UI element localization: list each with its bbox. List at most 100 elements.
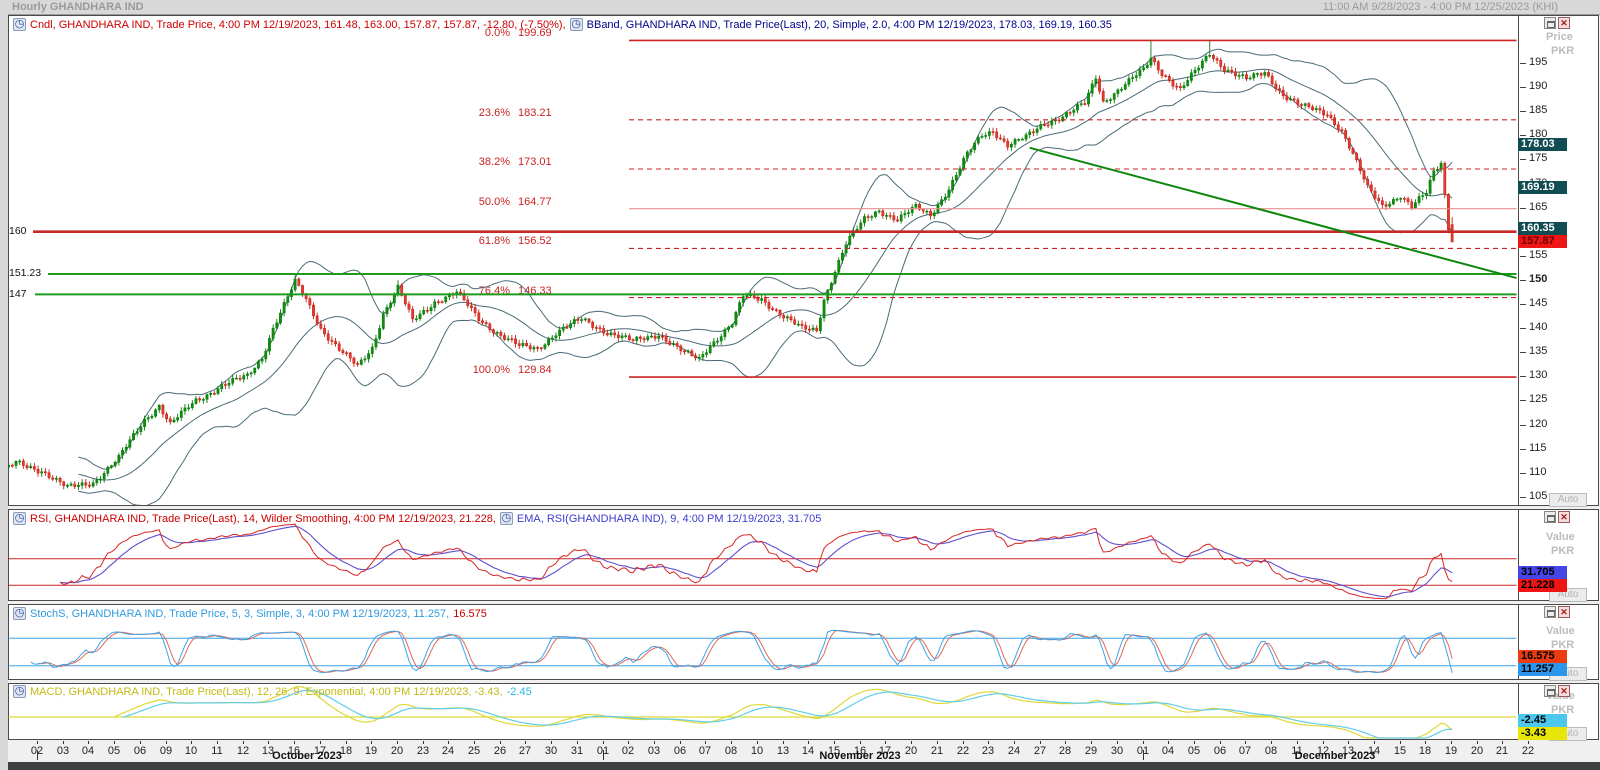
date-tick-mark	[1117, 741, 1118, 744]
restore-icon[interactable]	[1544, 606, 1556, 618]
date-tick-label: 05	[107, 745, 121, 757]
date-tick-mark	[1143, 741, 1144, 744]
bband-study-label[interactable]: BBand, GHANDHARA IND, Trade Price(Last),…	[586, 18, 1112, 31]
date-tick-mark	[1297, 741, 1298, 744]
date-tick-mark	[371, 741, 372, 744]
date-tick-label: 06	[133, 745, 147, 757]
macd-study-label[interactable]: MACD, GHANDHARA IND, Trade Price(Last), …	[30, 685, 503, 698]
clock-icon: ◷	[499, 512, 513, 525]
date-tick-label: 11	[211, 745, 223, 757]
date-tick-mark	[1220, 741, 1221, 744]
date-tick-label: 30	[1110, 745, 1124, 757]
date-tick-mark	[1194, 741, 1195, 744]
rsi-axis-unit: PKR	[1551, 545, 1575, 557]
close-icon[interactable]: ✕	[1558, 17, 1570, 29]
date-tick-mark	[1168, 741, 1169, 744]
date-tick-mark	[346, 741, 347, 744]
rsi-study-label[interactable]: RSI, GHANDHARA IND, Trade Price(Last), 1…	[30, 512, 496, 525]
date-tick-label: 22	[956, 745, 970, 757]
month-label: November 2023	[819, 750, 901, 762]
date-tick-label: 12	[236, 745, 250, 757]
date-tick-label: 17	[313, 745, 327, 757]
date-tick-label: 10	[184, 745, 198, 757]
date-tick-label: 19	[1444, 745, 1458, 757]
date-tick-label: 03	[647, 745, 661, 757]
macd-auto-scale-button[interactable]: Auto	[1549, 727, 1587, 741]
date-tick-label: 17	[878, 745, 892, 757]
date-tick-mark	[320, 741, 321, 744]
date-tick-mark	[551, 741, 552, 744]
restore-icon[interactable]	[1544, 17, 1556, 29]
date-tick-mark	[448, 741, 449, 744]
date-tick-label: 29	[1084, 745, 1098, 757]
date-tick-label: 16	[853, 745, 867, 757]
month-separator-tick	[37, 750, 38, 760]
macd-axis-unit: PKR	[1551, 704, 1575, 716]
date-tick-mark	[1065, 741, 1066, 744]
clock-icon: ◷	[13, 607, 26, 620]
date-tick-label: 24	[1007, 745, 1021, 757]
stoch-axis-unit: PKR	[1551, 639, 1575, 651]
date-tick-mark	[808, 741, 809, 744]
date-tick-mark	[1323, 741, 1324, 744]
date-tick-mark	[885, 741, 886, 744]
stoch-scale-divider	[1518, 605, 1519, 679]
date-tick-label: 31	[570, 745, 584, 757]
window-left-border	[0, 14, 8, 770]
date-tick-label: 04	[81, 745, 95, 757]
stoch-study-label[interactable]: StochS, GHANDHARA IND, Trade Price, 5, 3…	[30, 607, 450, 620]
price-axis-unit: PKR	[1551, 45, 1575, 57]
date-tick-mark	[680, 741, 681, 744]
date-tick-label: 25	[467, 745, 481, 757]
close-icon[interactable]: ✕	[1558, 685, 1570, 697]
date-tick-label: 23	[981, 745, 995, 757]
date-tick-mark	[63, 741, 64, 744]
rsi-ema-study-label[interactable]: EMA, RSI(GHANDHARA IND), 9, 4:00 PM 12/1…	[516, 512, 822, 525]
price-panel	[8, 15, 1599, 506]
date-tick-label: 24	[441, 745, 455, 757]
date-tick-mark	[294, 741, 295, 744]
macd-panel-controls: ✕	[1544, 685, 1570, 697]
date-tick-mark	[603, 741, 604, 744]
close-icon[interactable]: ✕	[1558, 511, 1570, 523]
window-titlebar[interactable]: Hourly GHANDHARA IND 11:00 AM 9/28/2023 …	[0, 0, 1600, 15]
date-tick-mark	[1451, 741, 1452, 744]
date-tick-label: 20	[904, 745, 918, 757]
rsi-auto-scale-button[interactable]: Auto	[1549, 588, 1587, 602]
month-separator-tick	[603, 750, 604, 760]
date-tick-label: 03	[56, 745, 70, 757]
date-tick-mark	[166, 741, 167, 744]
date-tick-label: 23	[416, 745, 430, 757]
date-tick-label: 26	[493, 745, 507, 757]
rsi-panel-legend: ◷ RSI, GHANDHARA IND, Trade Price(Last),…	[13, 512, 821, 525]
date-tick-mark	[1477, 741, 1478, 744]
date-tick-mark	[911, 741, 912, 744]
date-tick-label: 20	[1470, 745, 1484, 757]
date-tick-label: 21	[1495, 745, 1509, 757]
restore-icon[interactable]	[1544, 511, 1556, 523]
date-tick-label: 07	[1238, 745, 1252, 757]
close-icon[interactable]: ✕	[1558, 606, 1570, 618]
date-tick-label: 02	[621, 745, 635, 757]
date-tick-label: 11	[1291, 745, 1303, 757]
date-tick-mark	[1091, 741, 1092, 744]
clock-icon: ◷	[569, 18, 583, 31]
time-range-label: 11:00 AM 9/28/2023 - 4:00 PM 12/25/2023 …	[1322, 1, 1558, 13]
date-tick-label: 08	[1264, 745, 1278, 757]
date-tick-mark	[731, 741, 732, 744]
date-tick-mark	[217, 741, 218, 744]
candle-study-label[interactable]: Cndl, GHANDHARA IND, Trade Price, 4:00 P…	[30, 18, 566, 31]
restore-icon[interactable]	[1544, 685, 1556, 697]
date-tick-mark	[705, 741, 706, 744]
date-tick-label: 15	[1393, 745, 1407, 757]
price-auto-scale-button[interactable]: Auto	[1549, 493, 1587, 507]
clock-icon: ◷	[13, 18, 26, 31]
stoch-panel-controls: ✕	[1544, 606, 1570, 618]
date-tick-label: 13	[1341, 745, 1355, 757]
date-tick-mark	[1245, 741, 1246, 744]
date-tick-mark	[783, 741, 784, 744]
date-tick-label: 09	[159, 745, 173, 757]
stoch-auto-scale-button[interactable]: Auto	[1549, 667, 1587, 681]
date-tick-label: 14	[801, 745, 815, 757]
